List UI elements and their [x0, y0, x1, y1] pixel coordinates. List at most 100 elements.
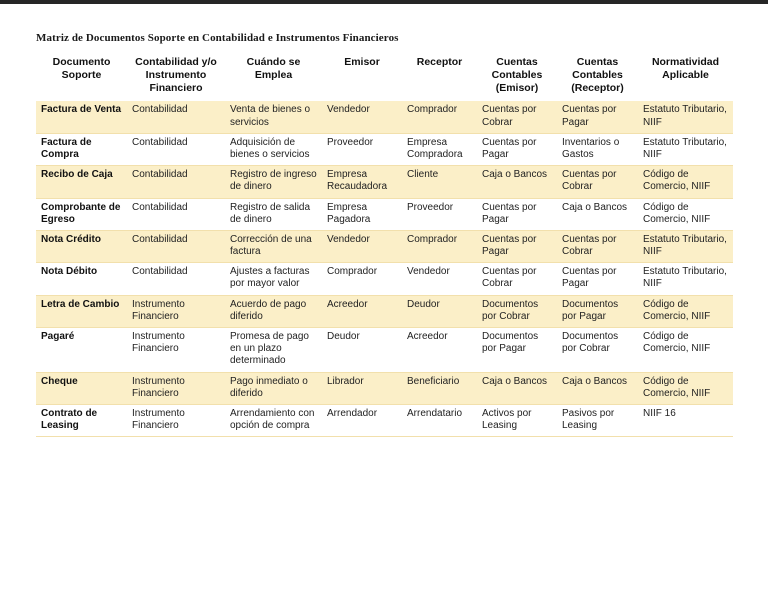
table-cell: Librador — [322, 372, 402, 405]
table-cell: Deudor — [402, 295, 477, 329]
column-header: Cuándo se Emplea — [225, 54, 322, 102]
table-cell: Cuentas por Pagar — [557, 262, 638, 296]
document-name-cell: Recibo de Caja — [36, 165, 127, 199]
table-row: Comprobante de Egreso Contabilidad Registr… — [36, 198, 733, 231]
table-cell: Comprador — [402, 101, 477, 134]
table-cell: Proveedor — [402, 198, 477, 231]
table-cell: Acuerdo de pago diferido — [225, 295, 322, 329]
table-cell: Comprador — [322, 262, 402, 296]
table-cell: Pago inmediato o diferido — [225, 372, 322, 405]
table-row: Factura de Compra Contabilidad Adquisición… — [36, 133, 733, 167]
table-cell: Adquisición de bienes o servicios — [225, 133, 322, 167]
table-cell: Arrendador — [322, 404, 402, 438]
table-cell: Cuentas por Cobrar — [557, 165, 638, 199]
table-row: Pagaré Instrumento Financiero Promesa de p… — [36, 327, 733, 373]
table-cell: Código de Comercio, NIIF — [638, 295, 733, 329]
table-cell: Contabilidad — [127, 165, 225, 199]
column-header: Receptor — [402, 54, 477, 102]
table-row: Cheque Instrumento Financiero Pago inmedia… — [36, 372, 733, 405]
table-cell: Documentos por Pagar — [477, 327, 557, 373]
table-cell: Cuentas por Cobrar — [557, 230, 638, 264]
document-name-cell: Nota Débito — [36, 262, 127, 296]
column-header: Contabilidad y/o Instrumento Financiero — [127, 54, 225, 102]
document-name-cell: Nota Crédito — [36, 230, 127, 264]
table-body: Factura de Venta Contabilidad Venta de bie… — [36, 101, 733, 438]
table-cell: Contabilidad — [127, 230, 225, 264]
table-cell: Registro de ingreso de dinero — [225, 165, 322, 199]
column-header: Documento Soporte — [36, 54, 127, 102]
table-row: Nota Débito Contabilidad Ajustes a factura… — [36, 262, 733, 296]
table-cell: Arrendamiento con opción de compra — [225, 404, 322, 438]
table-row: Letra de Cambio Instrumento Financiero Acu… — [36, 295, 733, 329]
document-name-cell: Pagaré — [36, 327, 127, 373]
table-cell: Arrendatario — [402, 404, 477, 438]
table-cell: Caja o Bancos — [477, 372, 557, 405]
table-cell: Cuentas por Pagar — [557, 101, 638, 134]
table-row: Recibo de Caja Contabilidad Registro de in… — [36, 165, 733, 199]
table-cell: Código de Comercio, NIIF — [638, 198, 733, 231]
table-cell: Cuentas por Pagar — [477, 230, 557, 264]
documents-table: Documento Soporte Contabilidad y/o Instru… — [36, 54, 733, 438]
table-cell: Código de Comercio, NIIF — [638, 372, 733, 405]
table-cell: Vendedor — [322, 230, 402, 264]
table-cell: Empresa Compradora — [402, 133, 477, 167]
table-cell: Contabilidad — [127, 101, 225, 134]
table-cell: Instrumento Financiero — [127, 404, 225, 438]
document-name-cell: Contrato de Leasing — [36, 404, 127, 438]
table-cell: Pasivos por Leasing — [557, 404, 638, 438]
table-cell: Deudor — [322, 327, 402, 373]
table-cell: Venta de bienes o servicios — [225, 101, 322, 134]
table-cell: Cliente — [402, 165, 477, 199]
document-content: Matriz de Documentos Soporte en Contabil… — [0, 4, 768, 438]
table-cell: Contabilidad — [127, 198, 225, 231]
table-cell: Documentos por Pagar — [557, 295, 638, 329]
table-cell: Código de Comercio, NIIF — [638, 327, 733, 373]
page-title: Matriz de Documentos Soporte en Contabil… — [36, 32, 399, 44]
table-cell: Comprador — [402, 230, 477, 264]
table-row: Contrato de Leasing Instrumento Financier… — [36, 404, 733, 438]
document-name-cell: Factura de Compra — [36, 133, 127, 167]
table-cell: Proveedor — [322, 133, 402, 167]
table-cell: Estatuto Tributario, NIIF — [638, 133, 733, 167]
table-cell: Instrumento Financiero — [127, 372, 225, 405]
table-cell: Contabilidad — [127, 262, 225, 296]
table-cell: Vendedor — [402, 262, 477, 296]
table-cell: Contabilidad — [127, 133, 225, 167]
table-cell: Empresa Pagadora — [322, 198, 402, 231]
table-cell: Documentos por Cobrar — [477, 295, 557, 329]
table-cell: Cuentas por Cobrar — [477, 262, 557, 296]
table-cell: Estatuto Tributario, NIIF — [638, 230, 733, 264]
table-cell: Cuentas por Cobrar — [477, 101, 557, 134]
table-cell: Empresa Recaudadora — [322, 165, 402, 199]
table-cell: Inventarios o Gastos — [557, 133, 638, 167]
column-header: Cuentas Contables (Emisor) — [477, 54, 557, 102]
viewer-top-bar — [0, 0, 768, 4]
table-cell: Acreedor — [322, 295, 402, 329]
table-cell: Caja o Bancos — [557, 372, 638, 405]
table-cell: Código de Comercio, NIIF — [638, 165, 733, 199]
table-cell: Promesa de pago en un plazo determinado — [225, 327, 322, 373]
table-cell: Registro de salida de dinero — [225, 198, 322, 231]
table-cell: Activos por Leasing — [477, 404, 557, 438]
table-cell: Corrección de una factura — [225, 230, 322, 264]
table-cell: Instrumento Financiero — [127, 327, 225, 373]
table-cell: Vendedor — [322, 101, 402, 134]
table-row: Nota Crédito Contabilidad Corrección de un… — [36, 230, 733, 264]
document-page: Matriz de Documentos Soporte en Contabil… — [0, 4, 768, 594]
table-cell: Caja o Bancos — [557, 198, 638, 231]
document-name-cell: Comprobante de Egreso — [36, 198, 127, 231]
table-cell: Ajustes a facturas por mayor valor — [225, 262, 322, 296]
table-cell: Cuentas por Pagar — [477, 198, 557, 231]
table-cell: NIIF 16 — [638, 404, 733, 438]
table-cell: Beneficiario — [402, 372, 477, 405]
table-header-row: Documento Soporte Contabilidad y/o Instru… — [36, 54, 733, 102]
table-cell: Instrumento Financiero — [127, 295, 225, 329]
column-header: Normatividad Aplicable — [638, 54, 733, 102]
document-name-cell: Letra de Cambio — [36, 295, 127, 329]
column-header: Emisor — [322, 54, 402, 102]
table-cell: Documentos por Cobrar — [557, 327, 638, 373]
column-header: Cuentas Contables (Receptor) — [557, 54, 638, 102]
table-cell: Estatuto Tributario, NIIF — [638, 101, 733, 134]
table-row: Factura de Venta Contabilidad Venta de bie… — [36, 101, 733, 134]
table-cell: Caja o Bancos — [477, 165, 557, 199]
